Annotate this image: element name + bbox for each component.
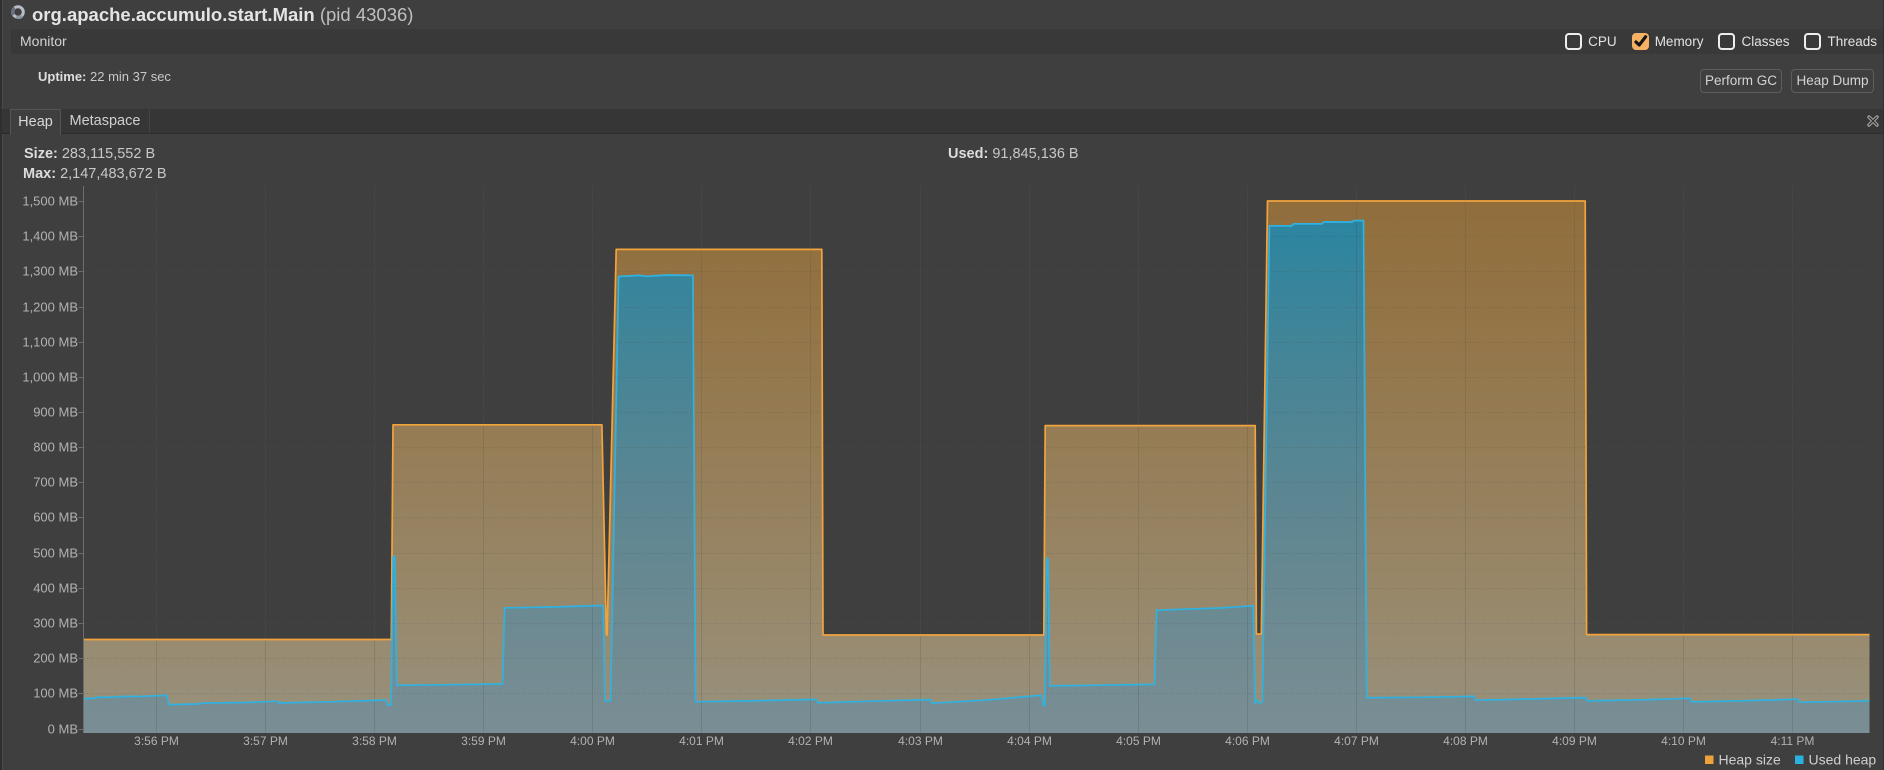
svg-text:3:58 PM: 3:58 PM [352, 734, 397, 748]
svg-text:Used heap: Used heap [1809, 752, 1877, 768]
svg-text:4:06 PM: 4:06 PM [1225, 734, 1270, 748]
svg-text:4:00 PM: 4:00 PM [570, 734, 615, 748]
svg-text:500 MB: 500 MB [33, 546, 78, 561]
svg-text:4:10 PM: 4:10 PM [1661, 734, 1706, 748]
svg-text:800 MB: 800 MB [33, 440, 78, 455]
svg-text:4:05 PM: 4:05 PM [1116, 734, 1161, 748]
svg-text:4:03 PM: 4:03 PM [898, 734, 943, 748]
svg-text:3:57 PM: 3:57 PM [243, 734, 288, 748]
svg-text:700 MB: 700 MB [33, 475, 78, 490]
svg-text:3:59 PM: 3:59 PM [461, 734, 506, 748]
svg-text:4:01 PM: 4:01 PM [679, 734, 724, 748]
svg-text:4:08 PM: 4:08 PM [1443, 734, 1488, 748]
svg-text:3:56 PM: 3:56 PM [134, 734, 179, 748]
svg-text:900 MB: 900 MB [33, 405, 78, 420]
svg-text:300 MB: 300 MB [33, 616, 78, 631]
svg-text:4:07 PM: 4:07 PM [1334, 734, 1379, 748]
svg-text:100 MB: 100 MB [33, 686, 78, 701]
svg-text:200 MB: 200 MB [33, 651, 78, 666]
svg-text:4:02 PM: 4:02 PM [788, 734, 833, 748]
svg-text:600 MB: 600 MB [33, 510, 78, 525]
svg-text:4:09 PM: 4:09 PM [1552, 734, 1597, 748]
svg-text:1,300 MB: 1,300 MB [22, 264, 78, 279]
svg-text:4:04 PM: 4:04 PM [1007, 734, 1052, 748]
svg-text:1,100 MB: 1,100 MB [22, 335, 78, 350]
svg-text:1,000 MB: 1,000 MB [22, 370, 78, 385]
svg-text:1,400 MB: 1,400 MB [22, 229, 78, 244]
svg-text:Heap size: Heap size [1719, 752, 1781, 768]
svg-text:1,500 MB: 1,500 MB [22, 194, 78, 209]
svg-text:1,200 MB: 1,200 MB [22, 300, 78, 315]
svg-text:0 MB: 0 MB [48, 722, 78, 737]
svg-text:400 MB: 400 MB [33, 581, 78, 596]
svg-text:4:11 PM: 4:11 PM [1771, 734, 1815, 748]
